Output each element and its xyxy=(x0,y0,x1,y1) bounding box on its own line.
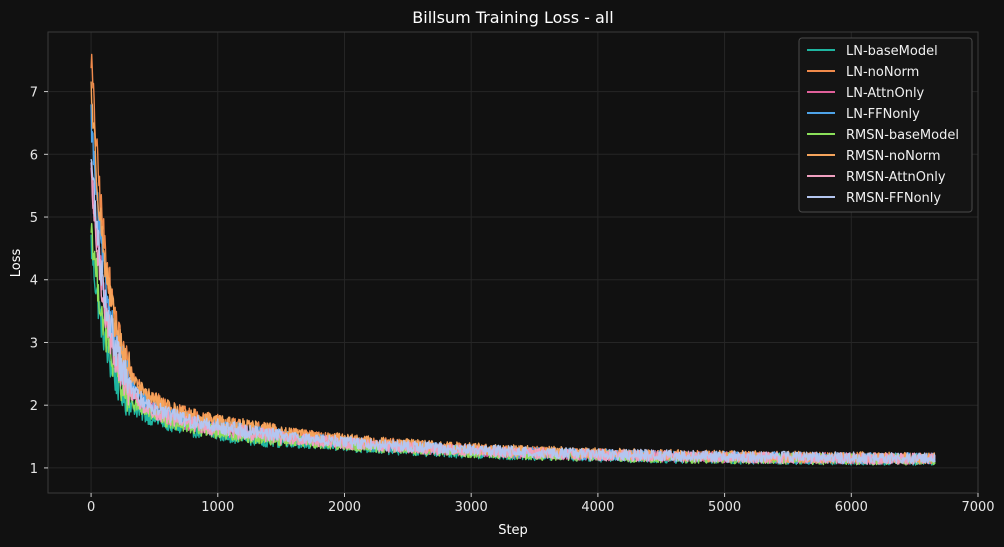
legend-label: RMSN-baseModel xyxy=(846,128,959,143)
x-tick-label: 6000 xyxy=(835,500,868,515)
y-tick-label: 6 xyxy=(30,148,38,163)
y-tick-label: 4 xyxy=(30,274,38,289)
plot-frame xyxy=(47,31,979,494)
legend-label: RMSN-FFNonly xyxy=(846,191,941,206)
y-tick-label: 3 xyxy=(30,336,38,351)
legend-label: LN-noNorm xyxy=(846,65,919,80)
x-axis-ticks: 0 1000 2000 3000 4000 5000 6000 7000 xyxy=(87,493,995,515)
legend-box xyxy=(798,37,973,213)
y-tick-label: 7 xyxy=(30,86,38,101)
x-tick-label: 2000 xyxy=(328,500,361,515)
legend-label: RMSN-AttnOnly xyxy=(846,170,946,185)
x-tick-label: 1000 xyxy=(201,500,234,515)
chart-title: Billsum Training Loss - all xyxy=(412,8,613,27)
series-line-rmsn-ffnonly xyxy=(90,158,936,465)
x-tick-label: 3000 xyxy=(455,500,488,515)
x-tick-label: 0 xyxy=(87,500,95,515)
legend-label: RMSN-noNorm xyxy=(846,149,941,164)
legend: LN-baseModel LN-noNorm LN-AttnOnly LN-FFNon… xyxy=(798,37,973,213)
y-tick-label: 2 xyxy=(30,399,38,414)
y-axis-label: Loss xyxy=(9,249,24,278)
series-lines xyxy=(90,53,936,466)
x-tick-label: 5000 xyxy=(708,500,741,515)
legend-label: LN-baseModel xyxy=(846,44,938,59)
x-tick-label: 4000 xyxy=(581,500,614,515)
x-tick-label: 7000 xyxy=(961,500,994,515)
y-axis-ticks: 1 2 3 4 5 6 7 xyxy=(30,86,48,477)
legend-label: LN-AttnOnly xyxy=(846,86,925,101)
x-axis-label: Step xyxy=(498,523,528,538)
legend-label: LN-FFNonly xyxy=(846,107,920,122)
y-tick-label: 5 xyxy=(30,211,38,226)
y-tick-label: 1 xyxy=(30,462,38,477)
